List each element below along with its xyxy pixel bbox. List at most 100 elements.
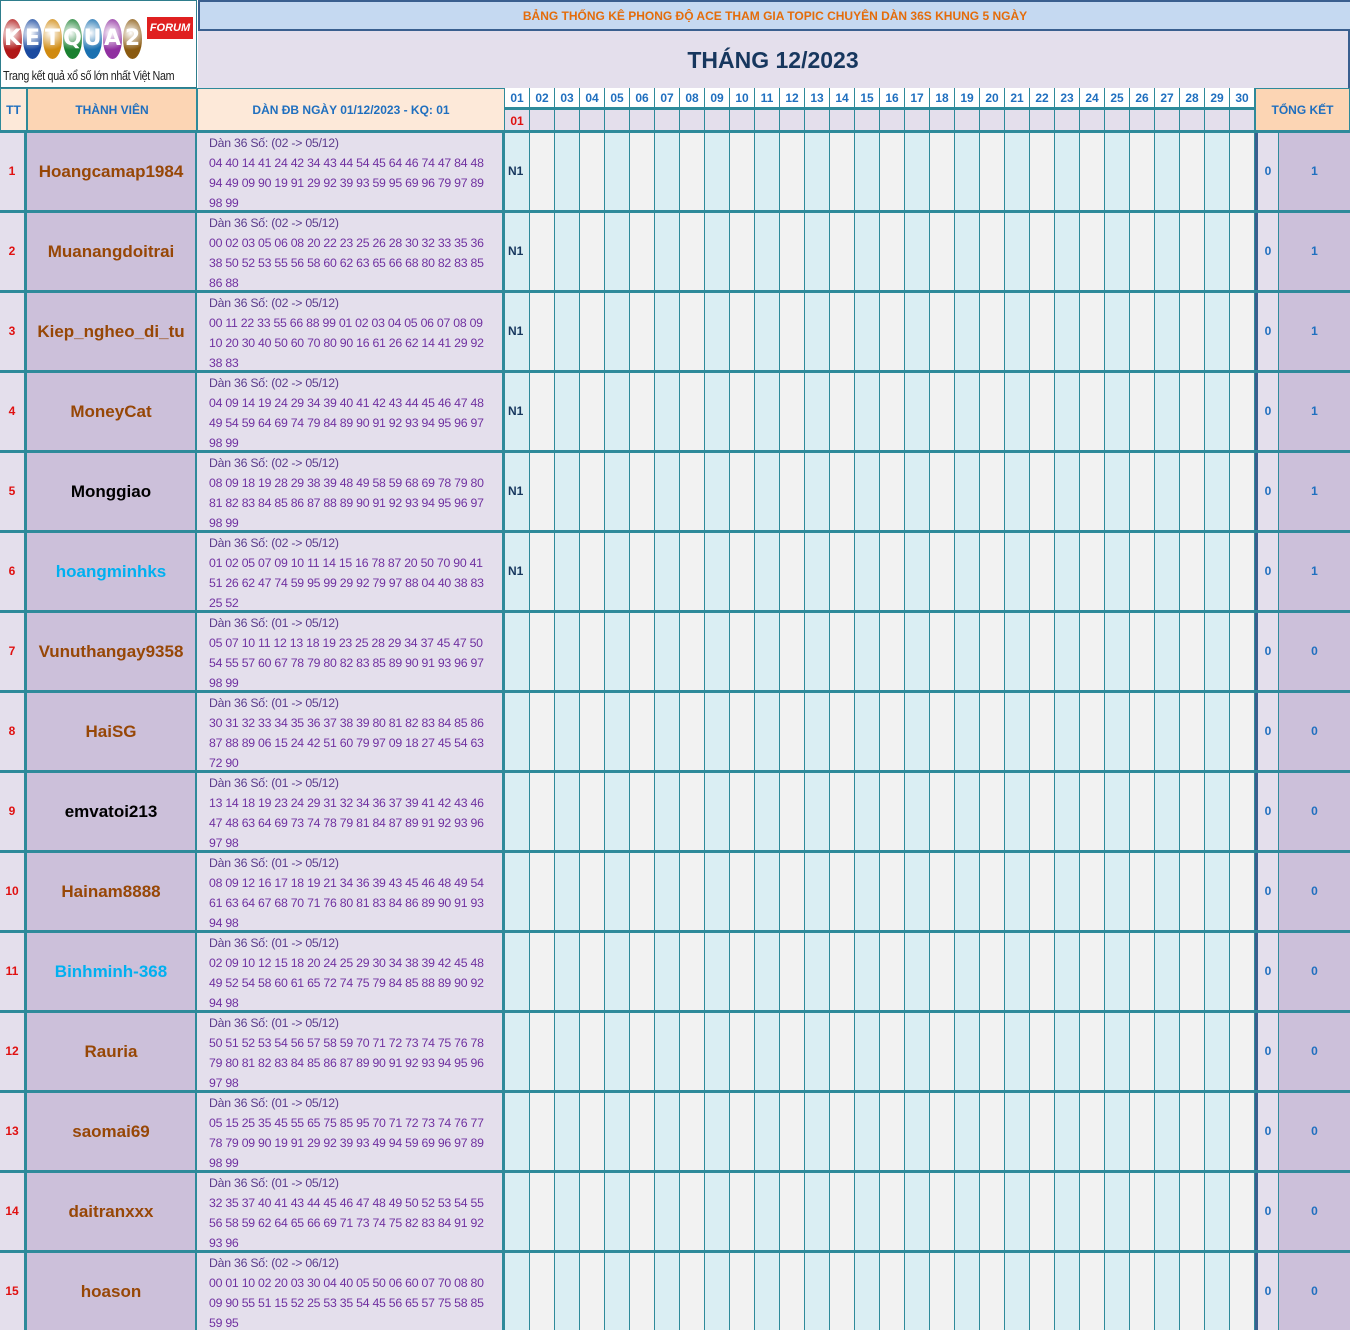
day-cell-24 [1080, 693, 1105, 770]
member-name[interactable]: emvatoi213 [27, 773, 197, 850]
total-hits: 0 [1278, 853, 1350, 930]
day-cell-28 [1180, 533, 1205, 610]
day-result-12 [780, 110, 805, 131]
day-cell-29 [1205, 213, 1230, 290]
member-name[interactable]: Muanangdoitrai [27, 213, 197, 290]
day-cell-06 [630, 933, 655, 1010]
day-cell-02 [530, 533, 555, 610]
day-cell-02 [530, 1253, 555, 1330]
day-result-06 [630, 110, 655, 131]
day-cell-08 [680, 1173, 705, 1250]
day-cell-21 [1005, 453, 1030, 530]
day-cell-10 [730, 213, 755, 290]
member-name[interactable]: hoason [27, 1253, 197, 1330]
number-set-header: Dàn 36 Số: (02 -> 05/12) [209, 136, 339, 150]
day-cell-08 [680, 213, 705, 290]
day-header-21: 21 [1005, 88, 1030, 110]
day-cell-22 [1030, 453, 1055, 530]
day-cell-24 [1080, 933, 1105, 1010]
day-result-07 [655, 110, 680, 131]
member-name[interactable]: Kiep_ngheo_di_tu [27, 293, 197, 370]
day-result-21 [1005, 110, 1030, 131]
day-result-29 [1205, 110, 1230, 131]
day-cell-21 [1005, 1173, 1030, 1250]
day-cell-27 [1155, 1013, 1180, 1090]
number-set-line: 54 55 57 60 67 78 79 80 82 83 85 89 90 9… [209, 656, 484, 670]
number-set-line: 98 99 [209, 676, 239, 690]
day-cell-18 [930, 1013, 955, 1090]
day-cell-17 [905, 293, 930, 370]
member-name[interactable]: MoneyCat [27, 373, 197, 450]
member-name[interactable]: HaiSG [27, 693, 197, 770]
day-header-26: 26 [1130, 88, 1155, 110]
day-cell-28 [1180, 933, 1205, 1010]
day-cell-06 [630, 693, 655, 770]
row-number: 13 [0, 1093, 27, 1170]
day-cell-16 [880, 773, 905, 850]
day-cell-01: N1 [505, 453, 530, 530]
day-cell-17 [905, 1173, 930, 1250]
day-cell-24 [1080, 1093, 1105, 1170]
member-name[interactable]: saomai69 [27, 1093, 197, 1170]
day-cell-18 [930, 1093, 955, 1170]
member-name[interactable]: hoangminhks [27, 533, 197, 610]
day-cell-13 [805, 133, 830, 210]
day-cell-17 [905, 373, 930, 450]
day-cell-10 [730, 613, 755, 690]
member-name[interactable]: Monggiao [27, 453, 197, 530]
day-cell-05 [605, 693, 630, 770]
member-name[interactable]: daitranxxx [27, 1173, 197, 1250]
day-header-27: 27 [1155, 88, 1180, 110]
day-cell-09 [705, 853, 730, 930]
table-row: 1 Hoangcamap1984 Dàn 36 Số: (02 -> 05/12) 0… [0, 130, 1350, 210]
day-header-16: 16 [880, 88, 905, 110]
day-cell-21 [1005, 693, 1030, 770]
day-cell-11 [755, 213, 780, 290]
day-cell-30 [1230, 293, 1255, 370]
number-set: Dàn 36 Số: (01 -> 05/12) 08 09 12 16 17 1… [197, 853, 505, 930]
number-set-line: 50 51 52 53 54 56 57 58 59 70 71 72 73 7… [209, 1036, 484, 1050]
day-cell-06 [630, 293, 655, 370]
total-misses: 0 [1255, 613, 1278, 690]
day-cell-09 [705, 213, 730, 290]
day-cell-01 [505, 1173, 530, 1250]
day-header-30: 30 [1230, 88, 1255, 110]
day-cell-11 [755, 293, 780, 370]
day-cell-04 [580, 693, 605, 770]
day-cell-10 [730, 1013, 755, 1090]
day-cell-01: N1 [505, 293, 530, 370]
day-cell-04 [580, 213, 605, 290]
day-cell-29 [1205, 1093, 1230, 1170]
day-cell-20 [980, 213, 1005, 290]
day-cell-18 [930, 213, 955, 290]
day-cell-08 [680, 613, 705, 690]
day-cell-11 [755, 1093, 780, 1170]
day-cell-20 [980, 533, 1005, 610]
day-cell-02 [530, 133, 555, 210]
day-cell-21 [1005, 853, 1030, 930]
number-set-header: Dàn 36 Số: (01 -> 05/12) [209, 1176, 339, 1190]
number-set-header: Dàn 36 Số: (01 -> 05/12) [209, 776, 339, 790]
day-cell-06 [630, 1093, 655, 1170]
member-name[interactable]: Binhminh-368 [27, 933, 197, 1010]
member-name[interactable]: Vunuthangay9358 [27, 613, 197, 690]
day-cell-05 [605, 453, 630, 530]
day-cell-16 [880, 613, 905, 690]
member-name[interactable]: Hainam8888 [27, 853, 197, 930]
day-cell-15 [855, 133, 880, 210]
day-cell-07 [655, 1173, 680, 1250]
day-cell-19 [955, 853, 980, 930]
number-set-line: 98 99 [209, 1156, 239, 1170]
day-cell-11 [755, 373, 780, 450]
day-cell-24 [1080, 133, 1105, 210]
day-cell-21 [1005, 213, 1030, 290]
day-cell-20 [980, 1013, 1005, 1090]
member-name[interactable]: Hoangcamap1984 [27, 133, 197, 210]
day-cell-04 [580, 293, 605, 370]
number-set-line: 51 26 62 47 74 59 95 99 29 92 79 97 88 0… [209, 576, 484, 590]
member-name[interactable]: Rauria [27, 1013, 197, 1090]
total-misses: 0 [1255, 1013, 1278, 1090]
day-cell-20 [980, 1253, 1005, 1330]
number-set-line: 56 58 59 62 64 65 66 69 71 73 74 75 82 8… [209, 1216, 484, 1230]
day-result-16 [880, 110, 905, 131]
